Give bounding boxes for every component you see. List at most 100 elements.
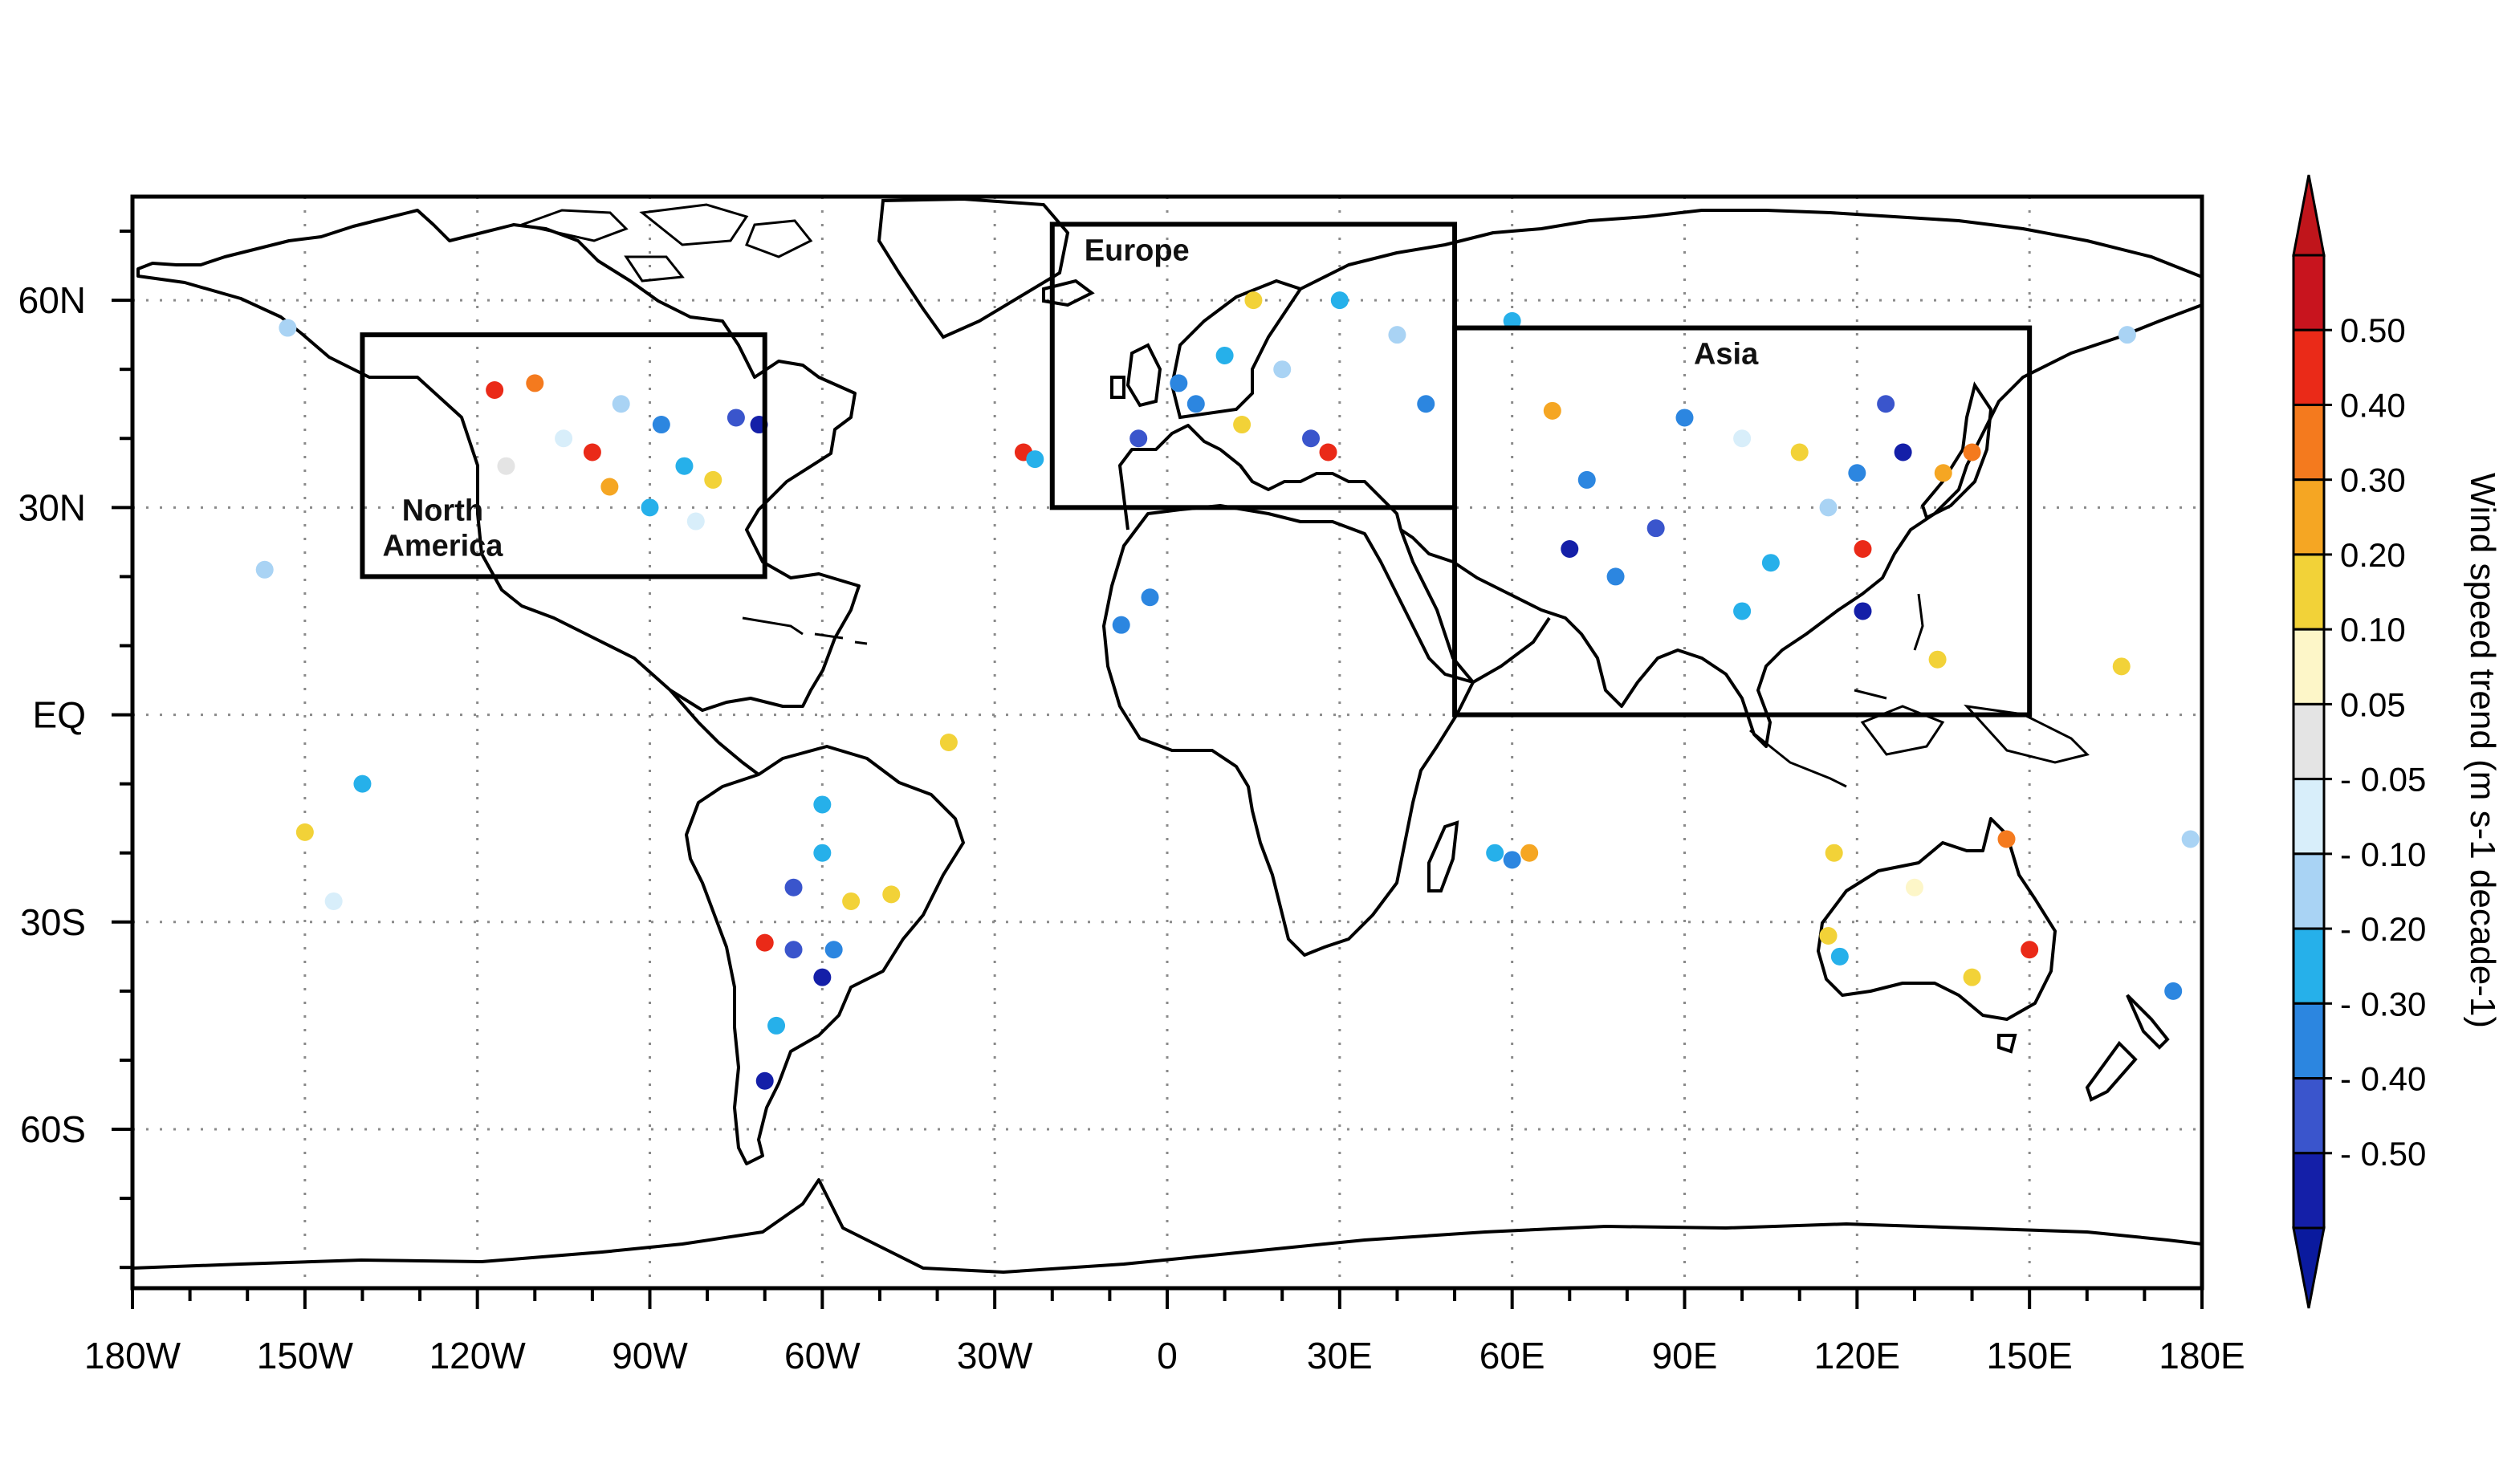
lon-tick-label: 90E xyxy=(1652,1335,1718,1376)
region-label: Europe xyxy=(1085,234,1190,267)
station-dot xyxy=(1646,519,1665,538)
station-dot xyxy=(1848,464,1866,482)
station-dot xyxy=(1854,539,1872,558)
station-dot xyxy=(784,941,803,959)
region-label: Asia xyxy=(1694,338,1759,372)
colorbar: 0.50 0.40 0.30 0.20 0.10 0.05 - 0.05 - 0.10 - 0.… xyxy=(2292,174,2426,1309)
station-dot xyxy=(1417,395,1435,413)
new-zealand-outline xyxy=(2085,994,2170,1102)
axis-ticks xyxy=(112,230,2204,1309)
region-label: America xyxy=(382,529,503,563)
station-dot xyxy=(1928,650,1947,669)
station-dot xyxy=(1244,291,1263,310)
lat-tick-label: EQ xyxy=(33,694,86,736)
lon-tick-label: 180W xyxy=(84,1335,181,1376)
station-dot xyxy=(2118,326,2136,344)
colorbar-segment xyxy=(2292,254,2326,331)
caribbean-islands xyxy=(742,616,868,645)
lon-tick-label: 120W xyxy=(429,1335,527,1376)
lon-tick-label: 150E xyxy=(1986,1335,2072,1376)
station-dot xyxy=(612,395,630,413)
lon-tick-label: 180E xyxy=(2159,1335,2245,1376)
station-dot xyxy=(1215,346,1234,364)
station-dot xyxy=(1302,429,1321,448)
station-dot xyxy=(555,429,573,448)
station-dot xyxy=(1894,443,1912,461)
colorbar-label: 0.20 xyxy=(2340,536,2406,574)
colorbar-segment xyxy=(2292,403,2326,482)
lat-tick-label: 30S xyxy=(20,901,86,943)
station-dot xyxy=(1129,429,1148,448)
station-dot xyxy=(1819,498,1838,517)
antarctica-outline xyxy=(132,1178,2202,1274)
tasmania-outline xyxy=(1997,1034,2017,1054)
station-dot xyxy=(1790,443,1809,461)
station-dot xyxy=(1141,588,1159,607)
lat-tick-label: 30N xyxy=(18,486,86,528)
station-dot xyxy=(1819,927,1838,945)
station-dot xyxy=(1233,416,1252,434)
colorbar-segment xyxy=(2292,328,2326,406)
station-dot xyxy=(353,775,372,793)
station-dot xyxy=(939,734,958,751)
africa-outline xyxy=(1102,504,1475,957)
station-dot xyxy=(279,319,297,337)
station-dot xyxy=(1503,311,1521,330)
lon-tick-label: 120E xyxy=(1814,1335,1900,1376)
colorbar-segment xyxy=(2292,1002,2326,1080)
station-dot xyxy=(1606,567,1625,586)
station-dot xyxy=(755,1071,774,1090)
station-dot xyxy=(1733,602,1752,620)
japan-outline xyxy=(1920,381,1993,520)
station-dot xyxy=(1997,830,2016,848)
station-dot xyxy=(1330,291,1349,310)
station-dot xyxy=(255,560,274,579)
station-dot xyxy=(2021,941,2039,959)
lon-tick-label: 60W xyxy=(784,1335,861,1376)
station-dot xyxy=(1026,450,1044,469)
station-dot xyxy=(1854,602,1872,620)
station-dot xyxy=(1520,844,1539,862)
colorbar-title: Wind speed trend (m s-1 decade-1) xyxy=(2463,473,2499,1028)
lat-tick-label: 60N xyxy=(18,279,86,321)
station-dot xyxy=(686,512,705,531)
colorbar-segment xyxy=(2292,628,2326,705)
colorbar-label: - 0.10 xyxy=(2340,836,2426,873)
station-dot xyxy=(842,892,861,910)
station-dot xyxy=(1577,470,1596,489)
colorbar-segment xyxy=(2292,778,2326,856)
station-dot xyxy=(2181,830,2200,848)
lon-tick-label: 150W xyxy=(257,1335,354,1376)
station-dot xyxy=(1675,409,1694,427)
madagascar-outline xyxy=(1427,820,1459,892)
colorbar-segment xyxy=(2292,702,2326,781)
station-dot xyxy=(1543,401,1561,420)
graticule-grid xyxy=(132,197,2202,1288)
colorbar-label: 0.50 xyxy=(2340,311,2406,349)
station-dot xyxy=(813,844,832,862)
station-dot xyxy=(824,941,843,959)
colorbar-label: - 0.05 xyxy=(2340,761,2426,799)
station-dot xyxy=(1319,443,1337,461)
canadian-arctic-islands xyxy=(517,203,813,283)
colorbar-top-arrow xyxy=(2292,174,2326,257)
colorbar-segment xyxy=(2292,1077,2326,1155)
se-asia-islands xyxy=(1749,593,2090,788)
station-dot xyxy=(1877,395,1895,413)
lon-tick-label: 90W xyxy=(612,1335,688,1376)
station-dot xyxy=(784,878,803,896)
region-label: North xyxy=(402,494,483,527)
colorbar-bottom-arrow xyxy=(2292,1226,2326,1309)
asia-outline xyxy=(1300,209,2202,748)
lon-tick-label: 30E xyxy=(1307,1335,1373,1376)
colorbar-label: 0.40 xyxy=(2340,386,2406,424)
station-dot xyxy=(704,470,722,489)
station-dot xyxy=(2112,657,2131,676)
station-trend-dots xyxy=(255,291,2200,1090)
station-dot xyxy=(1273,360,1292,379)
station-dot xyxy=(675,457,694,475)
colorbar-label: - 0.20 xyxy=(2340,910,2426,948)
colorbar-segment xyxy=(2292,478,2326,556)
